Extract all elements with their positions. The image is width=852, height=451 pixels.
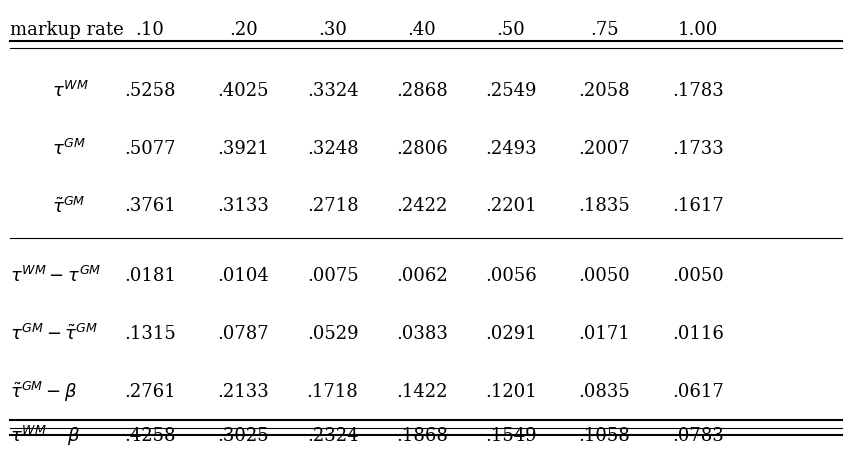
Text: 1.00: 1.00 [677, 21, 718, 39]
Text: .4025: .4025 [217, 81, 269, 99]
Text: .0529: .0529 [307, 324, 359, 342]
Text: .0383: .0383 [396, 324, 447, 342]
Text: .0787: .0787 [217, 324, 269, 342]
Text: .3133: .3133 [217, 197, 269, 215]
Text: .2761: .2761 [124, 382, 176, 400]
Text: $\tau^{WM} - \beta$: $\tau^{WM} - \beta$ [10, 423, 80, 447]
Text: .0050: .0050 [579, 266, 630, 284]
Text: .2324: .2324 [307, 426, 359, 444]
Text: .3025: .3025 [217, 426, 269, 444]
Text: .2201: .2201 [485, 197, 537, 215]
Text: $\tau^{GM}$: $\tau^{GM}$ [52, 138, 86, 158]
Text: .50: .50 [497, 21, 526, 39]
Text: .2133: .2133 [217, 382, 269, 400]
Text: .1058: .1058 [579, 426, 630, 444]
Text: .1718: .1718 [307, 382, 359, 400]
Text: .5077: .5077 [124, 139, 176, 157]
Text: .30: .30 [318, 21, 347, 39]
Text: .0104: .0104 [217, 266, 269, 284]
Text: .0116: .0116 [672, 324, 723, 342]
Text: .2718: .2718 [307, 197, 359, 215]
Text: .0056: .0056 [485, 266, 537, 284]
Text: .3324: .3324 [307, 81, 359, 99]
Text: .1617: .1617 [672, 197, 723, 215]
Text: .1549: .1549 [485, 426, 537, 444]
Text: .3761: .3761 [124, 197, 176, 215]
Text: $\tau^{WM}$: $\tau^{WM}$ [52, 80, 89, 101]
Text: .2868: .2868 [396, 81, 447, 99]
Text: .0171: .0171 [579, 324, 630, 342]
Text: .20: .20 [229, 21, 258, 39]
Text: .0617: .0617 [672, 382, 723, 400]
Text: .2806: .2806 [396, 139, 447, 157]
Text: .2549: .2549 [485, 81, 537, 99]
Text: .75: .75 [590, 21, 619, 39]
Text: .2493: .2493 [485, 139, 537, 157]
Text: .1201: .1201 [485, 382, 537, 400]
Text: .1422: .1422 [396, 382, 447, 400]
Text: .0075: .0075 [307, 266, 359, 284]
Text: .3921: .3921 [217, 139, 269, 157]
Text: .1783: .1783 [672, 81, 723, 99]
Text: .2058: .2058 [579, 81, 630, 99]
Text: .1835: .1835 [579, 197, 630, 215]
Text: .5258: .5258 [124, 81, 176, 99]
Text: .0181: .0181 [124, 266, 176, 284]
Text: .2007: .2007 [579, 139, 630, 157]
Text: .2422: .2422 [396, 197, 447, 215]
Text: .1733: .1733 [672, 139, 723, 157]
Text: .0783: .0783 [672, 426, 723, 444]
Text: .1315: .1315 [124, 324, 176, 342]
Text: .4258: .4258 [124, 426, 176, 444]
Text: $\tilde{\tau}^{GM}$: $\tilde{\tau}^{GM}$ [52, 196, 86, 216]
Text: .10: .10 [135, 21, 164, 39]
Text: .0835: .0835 [579, 382, 630, 400]
Text: .1868: .1868 [396, 426, 447, 444]
Text: $\tau^{GM} - \tilde{\tau}^{GM}$: $\tau^{GM} - \tilde{\tau}^{GM}$ [10, 323, 98, 343]
Text: .40: .40 [407, 21, 436, 39]
Text: .3248: .3248 [307, 139, 359, 157]
Text: .0050: .0050 [672, 266, 723, 284]
Text: $\tilde{\tau}^{GM} - \beta$: $\tilde{\tau}^{GM} - \beta$ [10, 379, 77, 403]
Text: $\tau^{WM} - \tau^{GM}$: $\tau^{WM} - \tau^{GM}$ [10, 265, 101, 285]
Text: .0062: .0062 [396, 266, 447, 284]
Text: markup rate: markup rate [10, 21, 124, 39]
Text: .0291: .0291 [485, 324, 537, 342]
